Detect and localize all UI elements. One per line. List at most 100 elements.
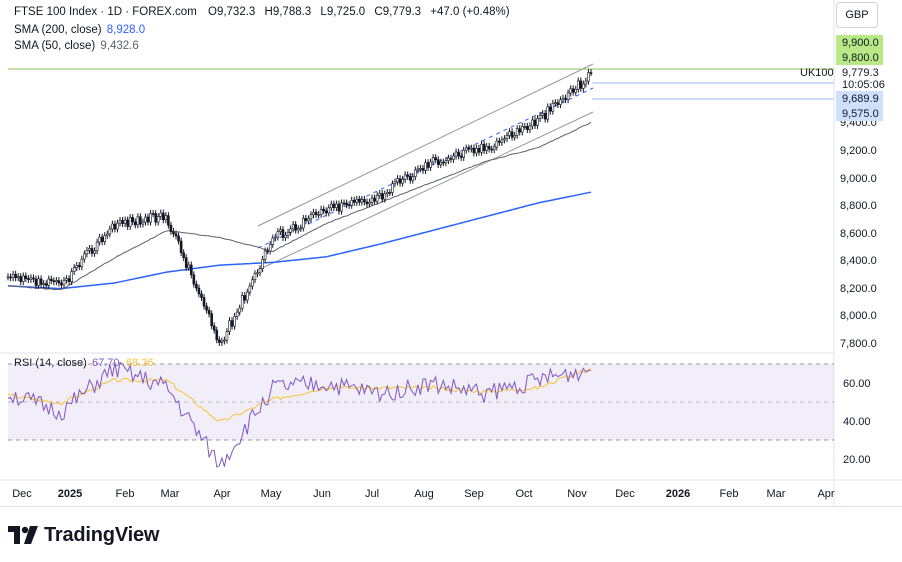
price-bar-body[interactable] — [589, 72, 593, 74]
price-bar-body[interactable] — [164, 215, 168, 221]
price-bar-body[interactable] — [177, 235, 180, 242]
price-bar-body[interactable] — [482, 143, 486, 151]
price-bar-body[interactable] — [60, 282, 63, 286]
price-bar-body[interactable] — [495, 140, 499, 148]
price-bar-body[interactable] — [543, 113, 547, 120]
price-bar-body[interactable] — [322, 208, 325, 212]
price-bar-body[interactable] — [513, 135, 516, 138]
price-bar-body[interactable] — [411, 176, 415, 181]
price-bar-body[interactable] — [500, 139, 504, 143]
price-bar-body[interactable] — [75, 265, 79, 268]
price-bar-body[interactable] — [144, 216, 147, 223]
price-bar-body[interactable] — [498, 140, 501, 143]
price-bar-body[interactable] — [149, 213, 152, 223]
price-bar-body[interactable] — [342, 202, 346, 205]
price-bar-body[interactable] — [284, 234, 287, 238]
price-bar-body[interactable] — [179, 240, 183, 254]
price-bar-body[interactable] — [90, 248, 94, 254]
price-bar-body[interactable] — [531, 119, 534, 127]
price-bar-body[interactable] — [324, 210, 328, 214]
price-bar-body[interactable] — [419, 168, 422, 170]
price-bar-body[interactable] — [169, 224, 173, 232]
price-bar-body[interactable] — [248, 285, 252, 293]
price-bar-body[interactable] — [337, 203, 341, 212]
price-bar-body[interactable] — [205, 305, 208, 311]
price-bar-body[interactable] — [319, 208, 323, 215]
price-bar-body[interactable] — [393, 181, 397, 185]
currency-selector[interactable]: GBP — [836, 2, 878, 28]
price-bar-body[interactable] — [225, 331, 229, 341]
price-bar-body[interactable] — [235, 311, 239, 317]
price-bar-body[interactable] — [452, 155, 455, 160]
price-bar-body[interactable] — [386, 192, 389, 195]
price-bar-body[interactable] — [304, 218, 308, 222]
price-bar-body[interactable] — [238, 307, 241, 313]
price-bar-body[interactable] — [490, 148, 494, 151]
price-bar-body[interactable] — [380, 193, 384, 200]
price-bar-body[interactable] — [464, 147, 468, 151]
price-bar-body[interactable] — [487, 146, 491, 150]
rsi-line[interactable] — [7, 361, 592, 468]
price-bar-body[interactable] — [383, 193, 387, 200]
price-bar-body[interactable] — [47, 278, 51, 286]
price-bar-body[interactable] — [332, 203, 336, 208]
price-bar-body[interactable] — [21, 275, 25, 282]
price-bar-body[interactable] — [421, 168, 425, 171]
price-bar-body[interactable] — [184, 257, 188, 268]
price-bar-body[interactable] — [195, 283, 198, 289]
price-bar-body[interactable] — [80, 258, 84, 268]
price-bar-body[interactable] — [350, 199, 353, 206]
price-bar-body[interactable] — [42, 283, 45, 285]
price-bar-body[interactable] — [279, 229, 282, 232]
price-bar-body[interactable] — [454, 151, 458, 157]
price-bar-body[interactable] — [27, 278, 30, 280]
price-bar-body[interactable] — [459, 155, 463, 158]
price-bar-body[interactable] — [345, 202, 348, 206]
price-bar-body[interactable] — [447, 157, 450, 161]
price-bar-body[interactable] — [424, 162, 427, 171]
price-bar-body[interactable] — [37, 278, 40, 286]
price-bar-body[interactable] — [154, 213, 157, 223]
price-bar-body[interactable] — [266, 250, 269, 253]
price-bar-body[interactable] — [29, 277, 33, 280]
price-bar-body[interactable] — [289, 228, 292, 233]
price-bar-body[interactable] — [93, 250, 96, 254]
price-bar-body[interactable] — [98, 236, 101, 243]
price-axis[interactable]: 9,400.0 9,200.0 9,000.0 8,800.0 8,600.0 … — [840, 117, 877, 466]
price-bar-body[interactable] — [457, 151, 460, 157]
price-bar-body[interactable] — [378, 193, 381, 196]
price-bar-body[interactable] — [408, 176, 412, 181]
price-bar-body[interactable] — [429, 161, 432, 168]
price-bar-body[interactable] — [403, 174, 407, 180]
price-bar-body[interactable] — [271, 237, 275, 245]
price-bar-body[interactable] — [358, 198, 361, 203]
channel-upper-line[interactable] — [257, 63, 594, 227]
price-bar-body[interactable] — [16, 276, 20, 279]
price-bar-body[interactable] — [480, 143, 483, 153]
price-bar-body[interactable] — [62, 279, 66, 286]
price-bar-body[interactable] — [118, 220, 122, 224]
price-bar-body[interactable] — [436, 159, 440, 165]
price-bar-body[interactable] — [39, 278, 43, 285]
price-bar-body[interactable] — [477, 147, 481, 153]
price-bar-body[interactable] — [475, 147, 478, 154]
price-bar-body[interactable] — [67, 278, 71, 282]
price-bar-body[interactable] — [574, 88, 578, 93]
price-bar-body[interactable] — [370, 197, 374, 203]
price-bar-body[interactable] — [187, 264, 191, 268]
price-bar-body[interactable] — [406, 174, 409, 177]
price-bar-body[interactable] — [111, 223, 114, 230]
price-bar-body[interactable] — [526, 126, 529, 130]
price-bar-body[interactable] — [72, 267, 76, 272]
price-bar-body[interactable] — [434, 157, 438, 160]
price-bar-body[interactable] — [197, 287, 201, 295]
sma200-line[interactable] — [7, 191, 592, 290]
price-bar-body[interactable] — [256, 272, 259, 275]
price-bar-body[interactable] — [131, 217, 135, 223]
price-bar-body[interactable] — [55, 280, 58, 283]
price-bar-body[interactable] — [133, 221, 137, 226]
price-bar-body[interactable] — [274, 236, 277, 239]
price-bar-body[interactable] — [200, 293, 203, 298]
price-bar-body[interactable] — [65, 278, 68, 281]
price-bar-body[interactable] — [128, 217, 132, 227]
